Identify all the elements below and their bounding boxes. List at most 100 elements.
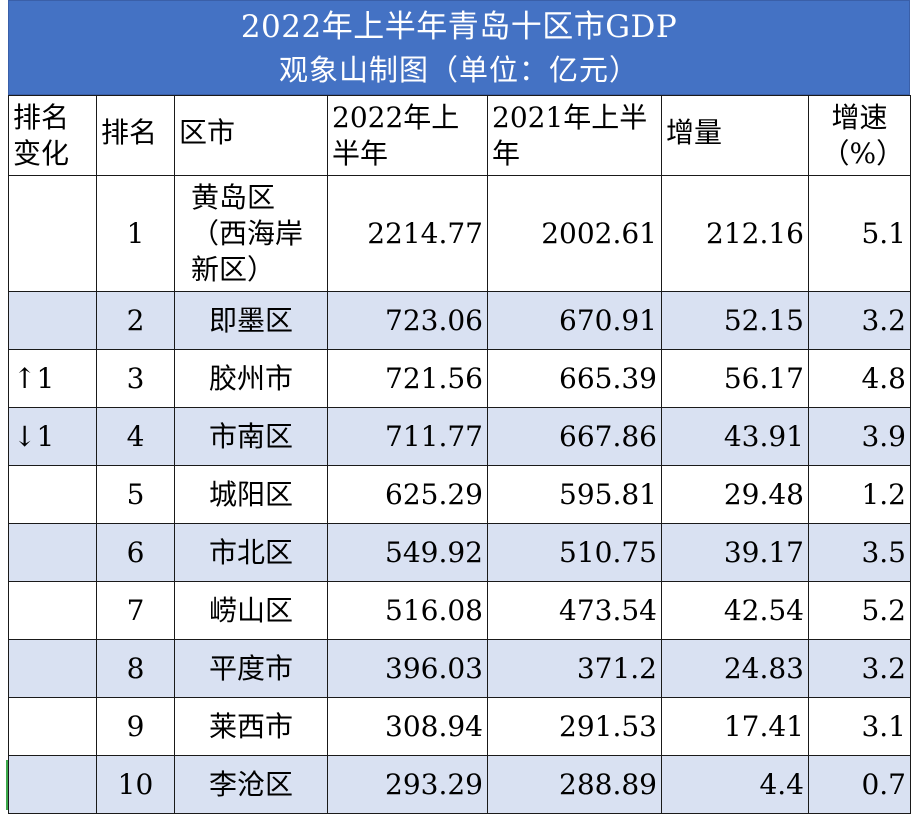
header-increase-label: 增量 (666, 116, 723, 149)
cell-gdp-2021h1[interactable]: 473.54 (487, 581, 662, 640)
cell-rank[interactable]: 5 (96, 465, 175, 524)
cell-growth[interactable]: 3.9 (808, 407, 911, 466)
cell-gdp-2021h1[interactable]: 667.86 (487, 407, 662, 466)
cell-increase[interactable]: 56.17 (661, 349, 809, 408)
cell-increase[interactable]: 42.54 (661, 581, 809, 640)
cell-district[interactable]: 李沧区 (174, 755, 328, 814)
cell-growth[interactable]: 3.2 (808, 291, 911, 350)
cell-gdp-2022h1[interactable]: 396.03 (327, 639, 488, 698)
cell-gdp-2022h1[interactable]: 308.94 (327, 697, 488, 756)
cell-growth[interactable]: 1.2 (808, 465, 911, 524)
cell-gdp-2022h1[interactable]: 2214.77 (327, 175, 488, 292)
cell-growth[interactable]: 5.1 (808, 175, 911, 292)
cell-gdp-2021h1[interactable]: 291.53 (487, 697, 662, 756)
cell-increase[interactable]: 17.41 (661, 697, 809, 756)
cell-growth-value: 4.8 (861, 361, 906, 395)
cell-rank-change[interactable] (8, 755, 97, 814)
cell-rank[interactable]: 2 (96, 291, 175, 350)
header-cell-increase[interactable]: 增量 (661, 95, 809, 176)
cell-increase-value: 52.15 (723, 303, 804, 337)
cell-rank-change[interactable] (8, 291, 97, 350)
header-cell-2021h1[interactable]: 2021年上半年 (487, 95, 662, 176)
table-row: 10 李沧区 293.29 288.89 4.4 0.7 (8, 755, 911, 814)
cell-rank[interactable]: 3 (96, 349, 175, 408)
cell-growth-value: 3.9 (861, 419, 906, 453)
cell-rank-change[interactable] (8, 639, 97, 698)
cell-rank-value: 10 (117, 767, 154, 801)
cell-growth-value: 3.5 (861, 535, 906, 569)
cell-rank-change[interactable]: ↓1 (8, 407, 97, 466)
cell-district[interactable]: 即墨区 (174, 291, 328, 350)
table-row: 1 黄岛区（西海岸新区） 2214.77 2002.61 212.16 5.1 (8, 175, 911, 292)
cell-gdp-2022h1[interactable]: 723.06 (327, 291, 488, 350)
cell-district-value: 城阳区 (208, 477, 293, 511)
cell-gdp-2022h1[interactable]: 711.77 (327, 407, 488, 466)
header-cell-2022h1[interactable]: 2022年上半年 (327, 95, 488, 176)
cell-growth[interactable]: 3.1 (808, 697, 911, 756)
cell-increase[interactable]: 24.83 (661, 639, 809, 698)
cell-increase-value: 42.54 (723, 593, 804, 627)
cell-district[interactable]: 崂山区 (174, 581, 328, 640)
header-cell-rank[interactable]: 排名 (96, 95, 175, 176)
cell-rank[interactable]: 10 (96, 755, 175, 814)
table-row: 8 平度市 396.03 371.2 24.83 3.2 (8, 639, 911, 698)
cell-increase[interactable]: 39.17 (661, 523, 809, 582)
cell-gdp-2021h1[interactable]: 670.91 (487, 291, 662, 350)
cell-gdp-2022h1[interactable]: 721.56 (327, 349, 488, 408)
cell-increase-value: 24.83 (723, 651, 804, 685)
cell-rank-change[interactable] (8, 581, 97, 640)
cell-rank-change[interactable]: ↑1 (8, 349, 97, 408)
cell-increase[interactable]: 52.15 (661, 291, 809, 350)
cell-rank[interactable]: 6 (96, 523, 175, 582)
cell-gdp-2022h1-value: 2214.77 (367, 216, 483, 250)
header-cell-change[interactable]: 排名变化 (8, 95, 97, 176)
table-row: 9 莱西市 308.94 291.53 17.41 3.1 (8, 697, 911, 756)
cell-rank[interactable]: 1 (96, 175, 175, 292)
cell-gdp-2022h1[interactable]: 549.92 (327, 523, 488, 582)
cell-rank-change[interactable] (8, 697, 97, 756)
header-cell-district[interactable]: 区市 (174, 95, 328, 176)
cell-gdp-2022h1[interactable]: 625.29 (327, 465, 488, 524)
cell-growth[interactable]: 0.7 (808, 755, 911, 814)
cell-gdp-2021h1[interactable]: 371.2 (487, 639, 662, 698)
cell-gdp-2021h1[interactable]: 595.81 (487, 465, 662, 524)
cell-increase[interactable]: 43.91 (661, 407, 809, 466)
cell-rank[interactable]: 7 (96, 581, 175, 640)
cell-growth[interactable]: 3.2 (808, 639, 911, 698)
cell-gdp-2021h1-value: 670.91 (559, 303, 657, 337)
cell-gdp-2022h1[interactable]: 293.29 (327, 755, 488, 814)
header-2021h1-label: 2021年上半年 (492, 101, 648, 170)
title-banner[interactable]: 2022年上半年青岛十区市GDP 观象山制图（单位：亿元） (8, 0, 910, 95)
cell-increase[interactable]: 29.48 (661, 465, 809, 524)
cell-gdp-2021h1[interactable]: 2002.61 (487, 175, 662, 292)
cell-rank[interactable]: 8 (96, 639, 175, 698)
cell-rank[interactable]: 9 (96, 697, 175, 756)
cell-rank-change[interactable] (8, 523, 97, 582)
cell-rank-change-value: ↓1 (13, 419, 55, 453)
cell-gdp-2021h1[interactable]: 288.89 (487, 755, 662, 814)
cell-gdp-2022h1-value: 549.92 (385, 535, 483, 569)
cell-rank-change[interactable] (8, 175, 97, 292)
cell-gdp-2022h1[interactable]: 516.08 (327, 581, 488, 640)
cell-rank-change[interactable] (8, 465, 97, 524)
cell-district[interactable]: 市南区 (174, 407, 328, 466)
cell-rank[interactable]: 4 (96, 407, 175, 466)
cell-district[interactable]: 市北区 (174, 523, 328, 582)
cell-district[interactable]: 莱西市 (174, 697, 328, 756)
cell-district[interactable]: 城阳区 (174, 465, 328, 524)
cell-growth[interactable]: 3.5 (808, 523, 911, 582)
cell-rank-value: 6 (126, 535, 145, 569)
spreadsheet: 2022年上半年青岛十区市GDP 观象山制图（单位：亿元） 排名变化 排名 区市… (8, 0, 911, 817)
cell-increase[interactable]: 4.4 (661, 755, 809, 814)
cell-district[interactable]: 平度市 (174, 639, 328, 698)
cell-growth[interactable]: 5.2 (808, 581, 911, 640)
cell-rank-value: 3 (126, 361, 145, 395)
cell-growth[interactable]: 4.8 (808, 349, 911, 408)
header-growth-label: 增速（%） (821, 101, 905, 170)
cell-gdp-2021h1[interactable]: 510.75 (487, 523, 662, 582)
cell-district[interactable]: 胶州市 (174, 349, 328, 408)
cell-gdp-2021h1[interactable]: 665.39 (487, 349, 662, 408)
cell-district[interactable]: 黄岛区（西海岸新区） (174, 175, 328, 292)
cell-increase[interactable]: 212.16 (661, 175, 809, 292)
header-cell-growth[interactable]: 增速（%） (808, 95, 911, 176)
